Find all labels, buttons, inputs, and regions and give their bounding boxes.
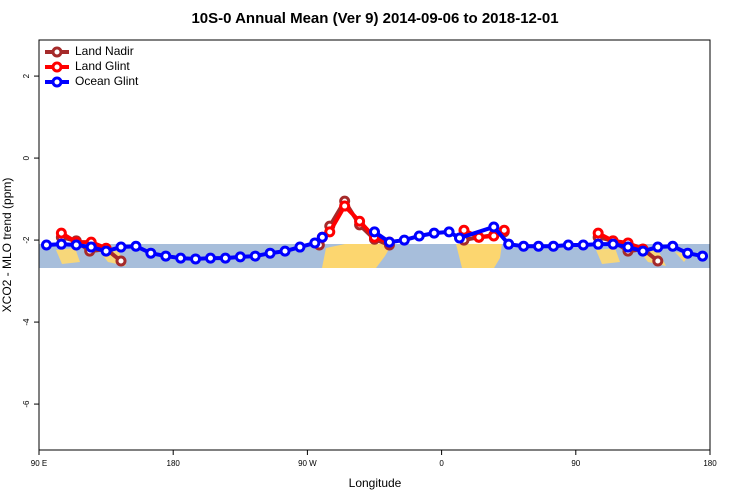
legend-label: Land Nadir	[75, 44, 134, 58]
x-tick-label: 180	[703, 459, 717, 468]
series-point	[443, 226, 455, 238]
series-point	[652, 241, 664, 253]
series-point	[577, 239, 589, 251]
legend-marker	[51, 76, 63, 88]
series-point	[354, 215, 366, 227]
series-point	[369, 226, 380, 238]
series-point	[115, 241, 127, 253]
series-point	[100, 245, 112, 257]
chart-title: 10S-0 Annual Mean (Ver 9) 2014-09-06 to …	[191, 10, 558, 27]
series-point	[458, 224, 470, 236]
y-tick-label: 0	[22, 155, 31, 160]
series-point	[682, 247, 694, 259]
series-point	[503, 238, 515, 250]
series-point	[70, 239, 82, 251]
legend-label: Land Glint	[75, 59, 130, 73]
series-point	[547, 240, 559, 252]
series-point	[383, 236, 395, 248]
series-point	[637, 245, 649, 257]
series-point	[190, 253, 202, 265]
x-tick-label: 90	[571, 459, 580, 468]
series-point	[219, 252, 231, 264]
series-point	[592, 238, 604, 250]
series-point	[652, 255, 664, 267]
series-point	[294, 241, 306, 253]
series-point	[562, 239, 574, 251]
series-point	[175, 252, 187, 264]
y-axis-label: XCO2 - MLO trend (ppm)	[0, 178, 14, 313]
series-point	[309, 237, 321, 249]
series-line	[60, 204, 644, 251]
series-point	[55, 238, 67, 250]
y-tick-label: -4	[22, 318, 31, 326]
series-point	[55, 227, 67, 239]
series-point	[413, 230, 425, 242]
legend-marker	[51, 61, 63, 73]
series-point	[667, 240, 679, 252]
x-tick-label: 90 E	[31, 459, 47, 468]
legend-marker	[51, 46, 63, 58]
series-point	[316, 231, 328, 243]
land	[456, 244, 502, 268]
series-point	[339, 200, 351, 212]
series-point	[533, 240, 545, 252]
x-tick-label: 0	[439, 459, 444, 468]
series-point	[40, 239, 52, 251]
land	[322, 244, 392, 268]
legend-label: Ocean Glint	[75, 74, 139, 88]
y-tick-label: 2	[22, 73, 31, 78]
series-point	[428, 227, 440, 239]
x-axis-label: Longitude	[349, 476, 402, 490]
series-point	[697, 250, 709, 262]
series-point	[234, 251, 246, 263]
series-point	[324, 226, 336, 238]
series-point	[160, 250, 172, 262]
series-point	[264, 247, 276, 259]
plot-frame	[38, 39, 711, 451]
series-point	[592, 227, 604, 239]
series-point	[130, 240, 142, 252]
x-tick-label: 180	[167, 459, 181, 468]
series-point	[622, 241, 634, 253]
series-point	[85, 241, 97, 253]
y-tick-label: -6	[22, 400, 31, 408]
series-point	[115, 255, 127, 267]
series-point	[398, 234, 410, 246]
y-tick-label: -2	[22, 236, 31, 244]
series-point	[145, 247, 157, 259]
series-point	[488, 221, 500, 233]
series-point	[607, 238, 619, 250]
series-point	[249, 250, 261, 262]
land	[596, 248, 690, 266]
series-point	[498, 224, 510, 236]
series-point	[204, 252, 216, 264]
series-point	[518, 240, 530, 252]
series-point	[453, 232, 465, 244]
series-point	[279, 245, 291, 257]
x-tick-label: 90 W	[298, 459, 317, 468]
